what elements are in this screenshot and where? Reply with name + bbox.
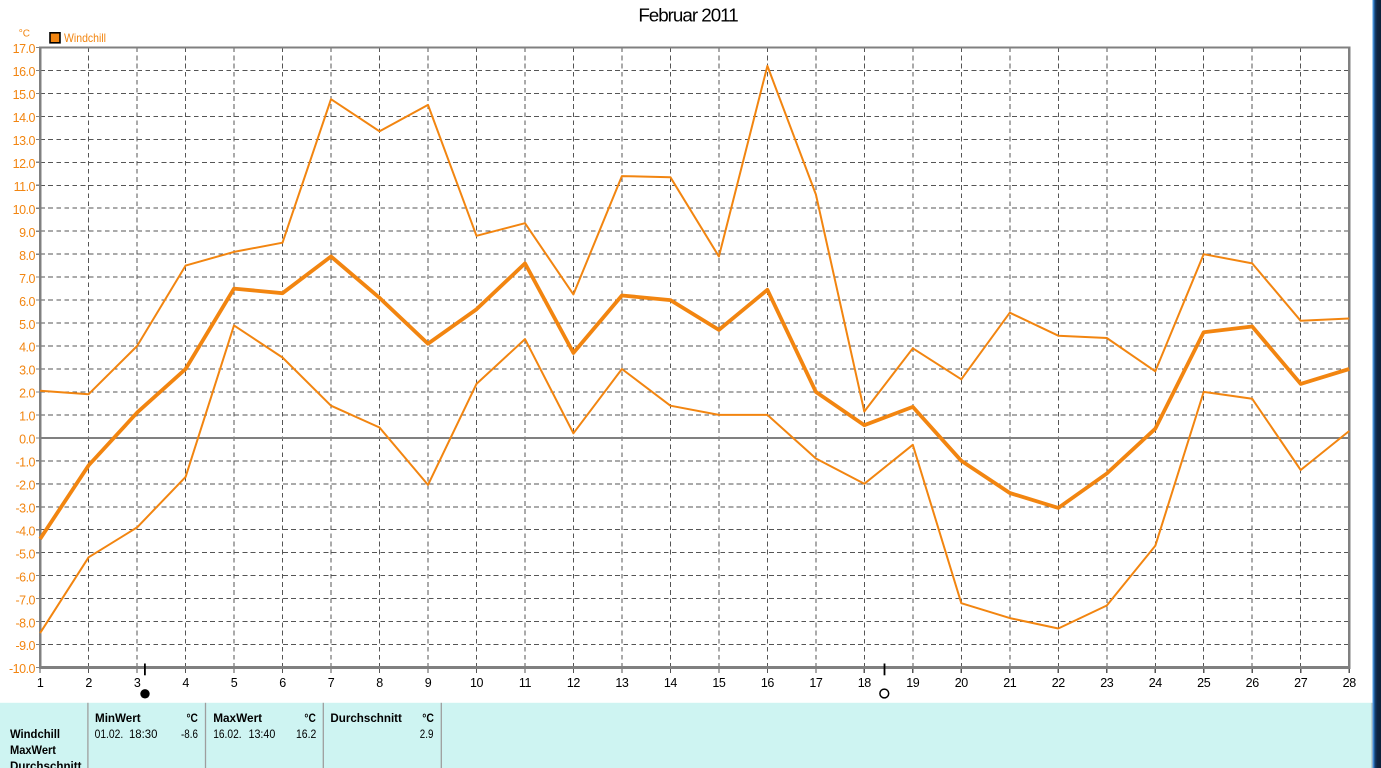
svg-text:-10.0: -10.0: [9, 662, 36, 676]
svg-text:7: 7: [328, 676, 335, 690]
svg-text:27: 27: [1294, 676, 1308, 690]
svg-text:15: 15: [712, 676, 726, 690]
svg-text:17: 17: [809, 676, 823, 690]
svg-text:MinWert: MinWert: [95, 711, 141, 725]
svg-text:-7.0: -7.0: [15, 593, 35, 607]
svg-text:3: 3: [134, 676, 141, 690]
svg-text:°C: °C: [304, 711, 315, 725]
svg-text:6: 6: [279, 676, 286, 690]
svg-text:12: 12: [567, 676, 581, 690]
svg-text:-8.6: -8.6: [181, 727, 198, 741]
svg-text:3.0: 3.0: [19, 364, 35, 378]
svg-text:-9.0: -9.0: [15, 639, 35, 653]
svg-text:°C: °C: [19, 29, 30, 40]
svg-text:21: 21: [1003, 676, 1017, 690]
svg-text:Durchschnitt: Durchschnitt: [10, 759, 82, 768]
svg-text:13:40: 13:40: [249, 727, 276, 741]
svg-text:10: 10: [470, 676, 484, 690]
svg-text:23: 23: [1100, 676, 1114, 690]
svg-text:MaxWert: MaxWert: [10, 743, 56, 757]
svg-text:15.0: 15.0: [13, 88, 36, 102]
svg-text:24: 24: [1149, 676, 1163, 690]
svg-text:1: 1: [37, 676, 44, 690]
svg-text:8.0: 8.0: [19, 249, 35, 263]
svg-text:14: 14: [664, 676, 678, 690]
svg-text:11.0: 11.0: [14, 180, 36, 194]
svg-text:4.0: 4.0: [19, 341, 35, 355]
svg-text:2.0: 2.0: [19, 387, 35, 401]
svg-text:18: 18: [858, 676, 872, 690]
svg-text:Februar 2011: Februar 2011: [638, 4, 738, 25]
svg-text:13.0: 13.0: [13, 134, 36, 148]
svg-text:22: 22: [1052, 676, 1066, 690]
svg-text:-8.0: -8.0: [15, 616, 35, 630]
svg-text:20: 20: [955, 676, 969, 690]
svg-text:8: 8: [376, 676, 383, 690]
svg-text:-5.0: -5.0: [15, 547, 35, 561]
svg-text:11: 11: [519, 676, 532, 690]
svg-text:10.0: 10.0: [13, 203, 36, 217]
svg-text:5.0: 5.0: [19, 318, 35, 332]
svg-text:-6.0: -6.0: [15, 570, 35, 584]
svg-text:6.0: 6.0: [19, 295, 35, 309]
svg-text:19: 19: [906, 676, 920, 690]
svg-text:°C: °C: [187, 711, 198, 725]
svg-text:0.0: 0.0: [19, 433, 35, 447]
svg-text:-3.0: -3.0: [15, 502, 35, 516]
svg-text:26: 26: [1246, 676, 1260, 690]
svg-text:MaxWert: MaxWert: [213, 711, 262, 725]
svg-text:16.2: 16.2: [296, 727, 316, 741]
svg-text:Windchill: Windchill: [64, 31, 106, 45]
svg-text:18:30: 18:30: [129, 727, 157, 741]
svg-text:2: 2: [85, 676, 92, 690]
svg-text:13: 13: [615, 676, 629, 690]
svg-text:5: 5: [231, 676, 238, 690]
svg-text:14.0: 14.0: [13, 111, 36, 125]
svg-text:16.0: 16.0: [13, 65, 36, 79]
svg-text:°C: °C: [422, 711, 434, 725]
svg-text:4: 4: [182, 676, 189, 690]
svg-text:16: 16: [761, 676, 775, 690]
svg-text:-1.0: -1.0: [15, 456, 35, 470]
svg-text:01.02.: 01.02.: [95, 727, 124, 741]
svg-text:7.0: 7.0: [19, 272, 35, 286]
svg-text:1.0: 1.0: [19, 410, 35, 424]
svg-text:-2.0: -2.0: [15, 479, 35, 493]
svg-text:17.0: 17.0: [13, 42, 36, 56]
svg-text:Durchschnitt: Durchschnitt: [330, 711, 402, 725]
svg-text:9: 9: [425, 676, 432, 690]
svg-text:-4.0: -4.0: [15, 524, 35, 538]
svg-text:9.0: 9.0: [19, 226, 35, 240]
svg-text:2.9: 2.9: [420, 727, 434, 741]
svg-text:16.02.: 16.02.: [213, 727, 241, 741]
svg-text:25: 25: [1197, 676, 1211, 690]
svg-text:Windchill: Windchill: [10, 727, 60, 741]
svg-text:12.0: 12.0: [13, 157, 36, 171]
svg-text:28: 28: [1343, 676, 1357, 690]
